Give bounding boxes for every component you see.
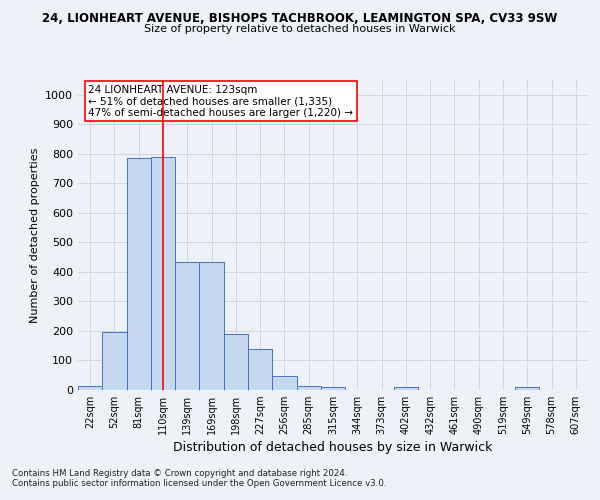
Bar <box>175 262 199 390</box>
Bar <box>515 387 539 390</box>
Text: 24, LIONHEART AVENUE, BISHOPS TACHBROOK, LEAMINGTON SPA, CV33 9SW: 24, LIONHEART AVENUE, BISHOPS TACHBROOK,… <box>43 12 557 26</box>
Y-axis label: Number of detached properties: Number of detached properties <box>29 148 40 322</box>
Bar <box>151 157 175 390</box>
X-axis label: Distribution of detached houses by size in Warwick: Distribution of detached houses by size … <box>173 442 493 454</box>
Bar <box>224 334 248 390</box>
Bar <box>199 262 224 390</box>
Bar <box>296 386 321 390</box>
Bar <box>321 387 345 390</box>
Text: Contains HM Land Registry data © Crown copyright and database right 2024.: Contains HM Land Registry data © Crown c… <box>12 468 347 477</box>
Bar <box>102 332 127 390</box>
Bar <box>272 376 296 390</box>
Bar <box>78 386 102 390</box>
Text: Contains public sector information licensed under the Open Government Licence v3: Contains public sector information licen… <box>12 478 386 488</box>
Text: 24 LIONHEART AVENUE: 123sqm
← 51% of detached houses are smaller (1,335)
47% of : 24 LIONHEART AVENUE: 123sqm ← 51% of det… <box>88 84 353 118</box>
Bar <box>394 387 418 390</box>
Text: Size of property relative to detached houses in Warwick: Size of property relative to detached ho… <box>144 24 456 34</box>
Bar <box>248 348 272 390</box>
Bar <box>127 158 151 390</box>
